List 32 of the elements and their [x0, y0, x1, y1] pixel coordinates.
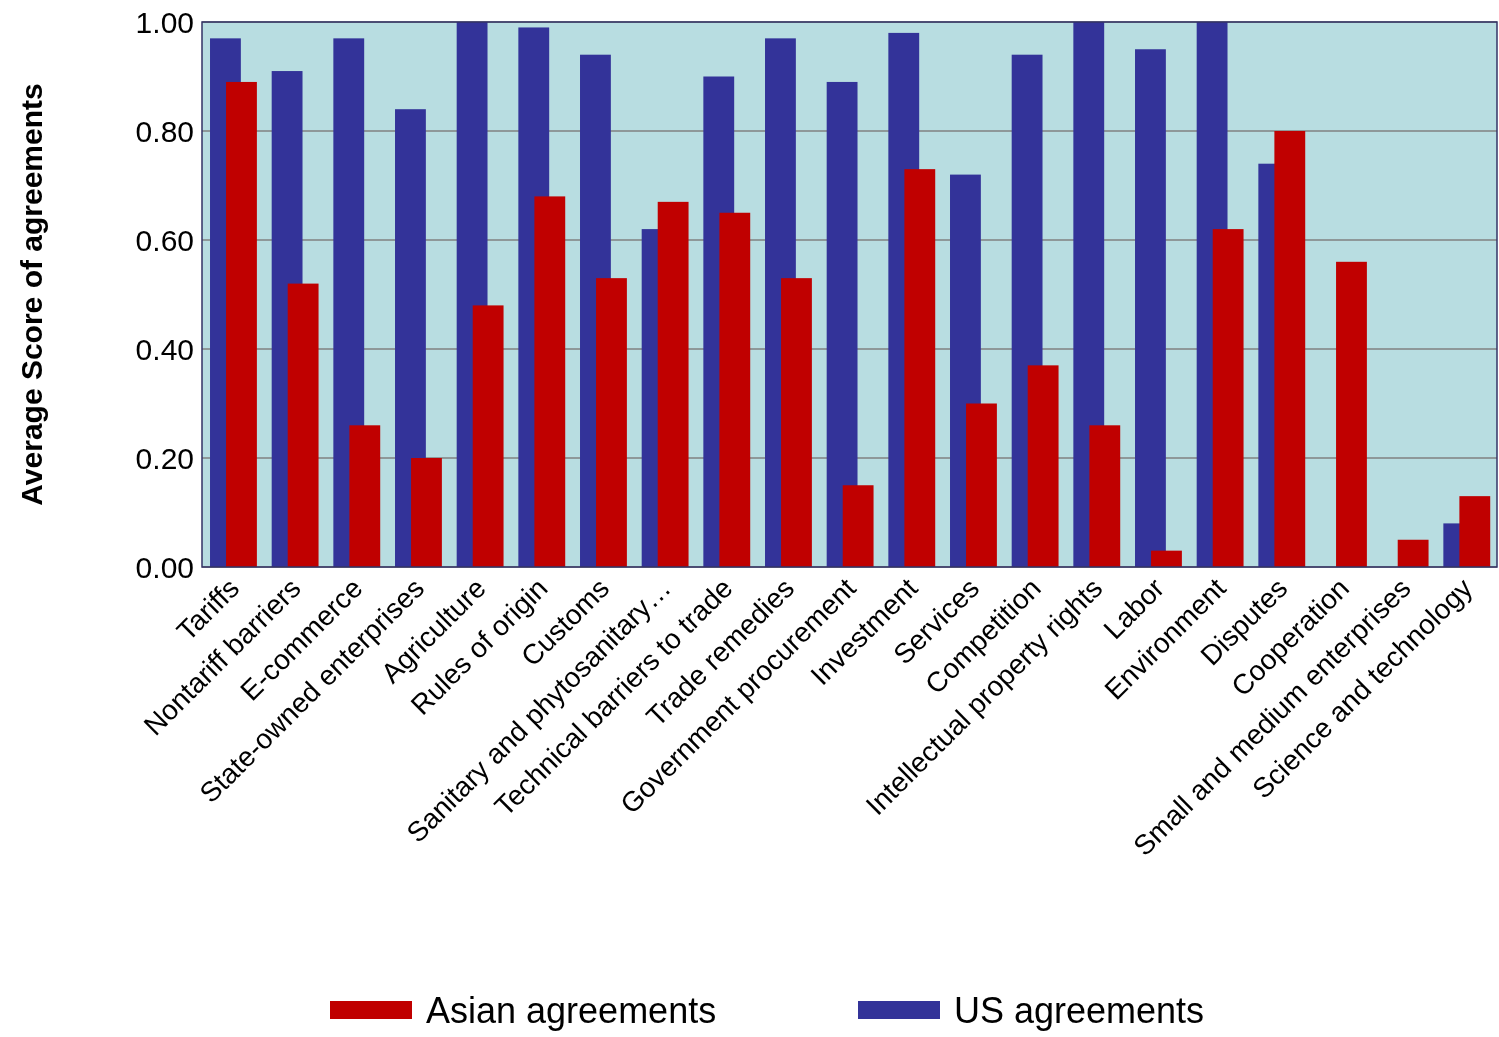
bar: [1027, 365, 1059, 567]
bar: [1212, 229, 1244, 567]
bar: [966, 403, 997, 567]
bar: [781, 278, 812, 567]
bar: [1089, 425, 1121, 567]
bar: [349, 425, 381, 567]
y-axis-title: Average Score of agreements: [15, 83, 48, 506]
bar: [826, 81, 858, 567]
bar: [1459, 496, 1491, 567]
bar: [842, 485, 874, 567]
y-tick-label: 0.60: [135, 223, 194, 257]
bar: [534, 196, 566, 567]
bar: [472, 305, 504, 567]
y-tick-label: 0.00: [135, 550, 194, 584]
y-tick-label: 0.40: [135, 332, 194, 366]
legend-label: Asian agreements: [426, 989, 717, 1031]
bar: [1135, 49, 1166, 567]
bar: [904, 169, 936, 567]
y-tick-label: 0.20: [135, 441, 194, 475]
bar: [287, 283, 319, 567]
bar: [596, 278, 627, 567]
bar: [657, 201, 689, 567]
y-tick-label: 1.00: [135, 5, 194, 39]
bar: [411, 458, 442, 567]
bar: [1274, 131, 1306, 567]
bar: [1397, 539, 1429, 567]
bar: [1151, 550, 1182, 567]
bar: [719, 212, 751, 567]
bar: [1336, 261, 1367, 567]
bar: [226, 81, 257, 567]
y-tick-label: 0.80: [135, 114, 194, 148]
legend-label: US agreements: [954, 989, 1205, 1031]
